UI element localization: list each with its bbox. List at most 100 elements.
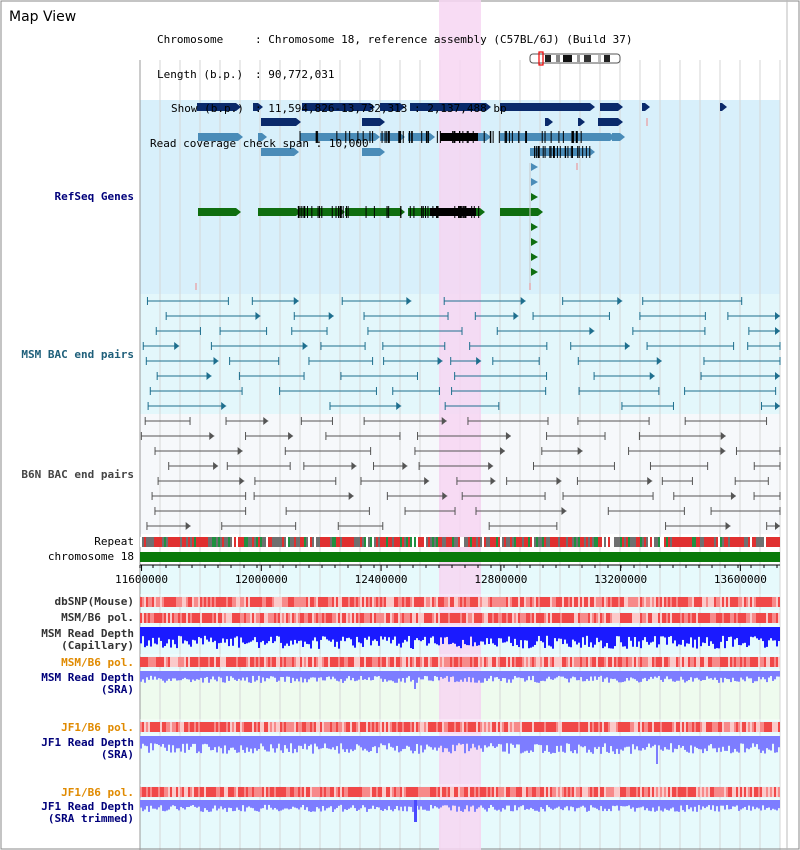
jf1-depth-bar — [640, 736, 642, 751]
dbsnp-cell — [372, 597, 374, 607]
msm-pol-cell — [392, 613, 394, 623]
msm-cap-depth-bar — [706, 627, 708, 638]
jf1-pol-cell — [192, 722, 194, 732]
msm-cap-depth-bar — [666, 627, 668, 645]
msm-cap-depth-bar — [436, 627, 438, 645]
jf1-pol2-cell — [304, 787, 306, 797]
repeat-bar — [600, 537, 602, 547]
gene-block — [600, 103, 618, 111]
msm-cap-depth-bar — [724, 627, 726, 649]
dbsnp-cell — [256, 597, 258, 607]
jf1-depth-bar — [288, 736, 290, 752]
jf1-trim-depth-bar — [774, 800, 776, 810]
msm-bac-arrow — [328, 312, 334, 320]
msm-cap-depth-bar — [564, 627, 566, 640]
msm-cap-depth-bar — [474, 627, 476, 643]
jf1-trim-depth-bar — [316, 800, 318, 808]
jf1-depth-bar — [196, 736, 198, 754]
msm-pol-cell — [194, 613, 196, 623]
msm-sra-depth-bar — [396, 671, 398, 683]
jf1-pol-cell — [524, 722, 526, 732]
msm-pol-cell — [726, 613, 728, 623]
repeat-bar — [534, 537, 536, 547]
jf1-pol2-cell — [598, 787, 600, 797]
jf1-pol-cell — [444, 722, 446, 732]
jf1-pol-cell — [734, 722, 736, 732]
jf1-depth-bar — [672, 736, 674, 753]
msm-sra-depth-bar — [190, 671, 192, 683]
msm-pol-cell — [512, 613, 514, 623]
repeat-bar — [302, 537, 304, 547]
msm-sra-depth-bar — [488, 671, 490, 679]
jf1-pol-cell — [424, 722, 426, 732]
jf1-trim-depth-bar — [328, 800, 330, 808]
dbsnp-cell — [194, 597, 196, 607]
msm-pol2-cell — [504, 657, 506, 667]
repeat-bar — [714, 537, 716, 547]
jf1-pol-cell — [240, 722, 242, 732]
jf1-pol-cell — [342, 722, 344, 732]
msm-pol2-cell — [182, 657, 184, 667]
jf1-pol-cell — [166, 722, 168, 732]
jf1-pol2-cell — [248, 787, 250, 797]
msm-pol-cell — [256, 613, 258, 623]
jf1-trim-depth-bar — [486, 800, 488, 812]
jf1-trim-depth-bar — [384, 800, 386, 809]
jf1-pol2-cell — [526, 787, 528, 797]
dbsnp-cell — [366, 597, 368, 607]
msm-pol2-cell — [272, 657, 274, 667]
msm-pol-cell — [682, 613, 684, 623]
jf1-pol2-cell — [286, 787, 288, 797]
jf1-pol-cell — [332, 722, 334, 732]
msm-pol-cell — [174, 613, 176, 623]
repeat-bar — [380, 537, 382, 547]
msm-sra-depth-bar — [746, 671, 748, 677]
jf1-pol-cell — [704, 722, 706, 732]
msm-cap-depth-bar — [404, 627, 406, 640]
jf1-depth-bar — [472, 736, 474, 744]
jf1-pol-cell — [338, 722, 340, 732]
msm-pol2-cell — [608, 657, 610, 667]
dbsnp-cell — [552, 597, 554, 607]
msm-pol2-cell — [570, 657, 572, 667]
dbsnp-cell — [316, 597, 318, 607]
repeat-bar — [756, 537, 758, 547]
msm-pol2-cell — [768, 657, 770, 667]
repeat-bar — [216, 537, 218, 547]
msm-cap-depth-bar — [326, 627, 328, 640]
jf1-depth-bar — [140, 736, 142, 749]
jf1-trim-depth-bar — [638, 800, 640, 808]
jf1-trim-depth-bar — [212, 800, 214, 809]
msm-pol2-cell — [688, 657, 690, 667]
repeat-bar — [596, 537, 598, 547]
jf1-trim-depth-bar — [536, 800, 538, 811]
msm-pol2-cell — [368, 657, 370, 667]
jf1-pol2-cell — [766, 787, 768, 797]
dbsnp-cell — [298, 597, 300, 607]
jf1-pol2-cell — [166, 787, 168, 797]
jf1-trim-depth-bar — [546, 800, 548, 806]
gene-block — [360, 208, 400, 216]
jf1-trim-depth-bar — [264, 800, 266, 805]
msm-cap-depth-bar — [220, 627, 222, 643]
jf1-pol-cell — [740, 722, 742, 732]
msm-pol-cell — [472, 613, 474, 623]
dbsnp-cell — [442, 597, 444, 607]
msm-pol-cell — [592, 613, 594, 623]
jf1-pol2-cell — [468, 787, 470, 797]
msm-pol-cell — [568, 613, 570, 623]
jf1-trim-depth-bar — [518, 800, 520, 808]
dbsnp-cell — [474, 597, 476, 607]
msm-pol2-cell — [394, 657, 396, 667]
jf1-pol2-cell — [306, 787, 308, 797]
dbsnp-cell — [300, 597, 302, 607]
b6n-bac-arrow — [725, 522, 731, 530]
msm-sra-depth-bar — [146, 671, 148, 678]
msm-pol2-cell — [524, 657, 526, 667]
msm-pol2-cell — [514, 657, 516, 667]
msm-cap-depth-bar — [494, 627, 496, 645]
msm-cap-depth-bar — [338, 627, 340, 649]
repeat-bar — [584, 537, 586, 547]
jf1-pol-cell — [764, 722, 766, 732]
